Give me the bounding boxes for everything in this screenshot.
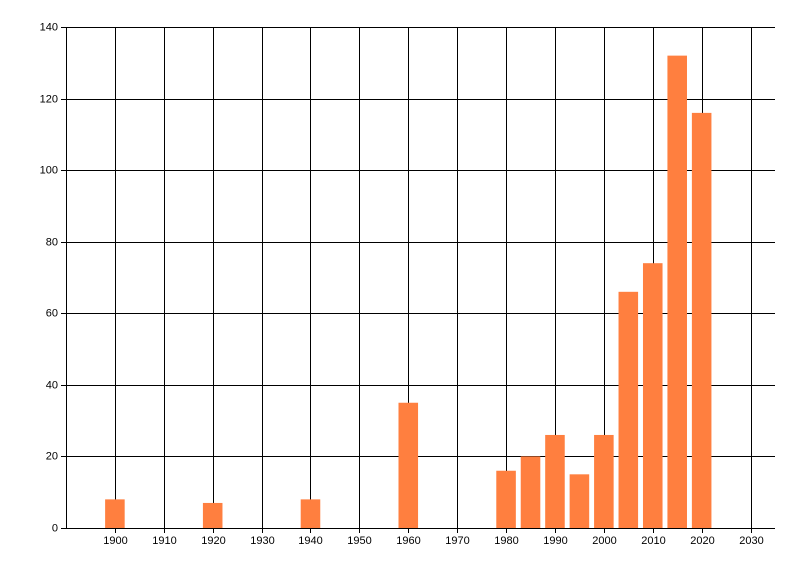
x-tick-label: 1990 <box>543 535 567 547</box>
x-tick-label: 1930 <box>250 535 274 547</box>
y-tick-label: 80 <box>46 236 58 248</box>
x-tick-label: 1960 <box>396 535 420 547</box>
x-tick-label: 1950 <box>347 535 371 547</box>
bar <box>496 470 516 528</box>
x-tick-label: 1910 <box>152 535 176 547</box>
y-tick-label: 40 <box>46 379 58 391</box>
y-tick-label: 100 <box>40 164 58 176</box>
bar <box>105 499 125 528</box>
bar <box>642 263 663 528</box>
x-tick-label: 2020 <box>690 535 714 547</box>
x-tick-label: 2010 <box>641 535 665 547</box>
bar <box>667 55 687 528</box>
x-tick-label: 1980 <box>494 535 518 547</box>
bar <box>545 434 565 528</box>
bar <box>202 502 223 528</box>
y-tick-label: 120 <box>40 93 58 105</box>
bar <box>398 402 419 528</box>
y-tick-label: 140 <box>40 21 58 33</box>
bar <box>569 474 590 528</box>
y-tick-label: 60 <box>46 307 58 319</box>
x-tick-label: 2030 <box>739 535 763 547</box>
x-tick-label: 1900 <box>103 535 127 547</box>
x-tick-label: 1940 <box>298 535 322 547</box>
bar <box>520 456 541 528</box>
bar <box>691 112 712 528</box>
x-tick-label: 2000 <box>592 535 616 547</box>
bar <box>618 291 639 528</box>
x-tick-label: 1970 <box>445 535 469 547</box>
y-tick-label: 20 <box>46 450 58 462</box>
x-tick-label: 1920 <box>201 535 225 547</box>
bar <box>300 499 321 528</box>
y-tick-label: 0 <box>52 522 58 534</box>
bar <box>594 434 614 528</box>
